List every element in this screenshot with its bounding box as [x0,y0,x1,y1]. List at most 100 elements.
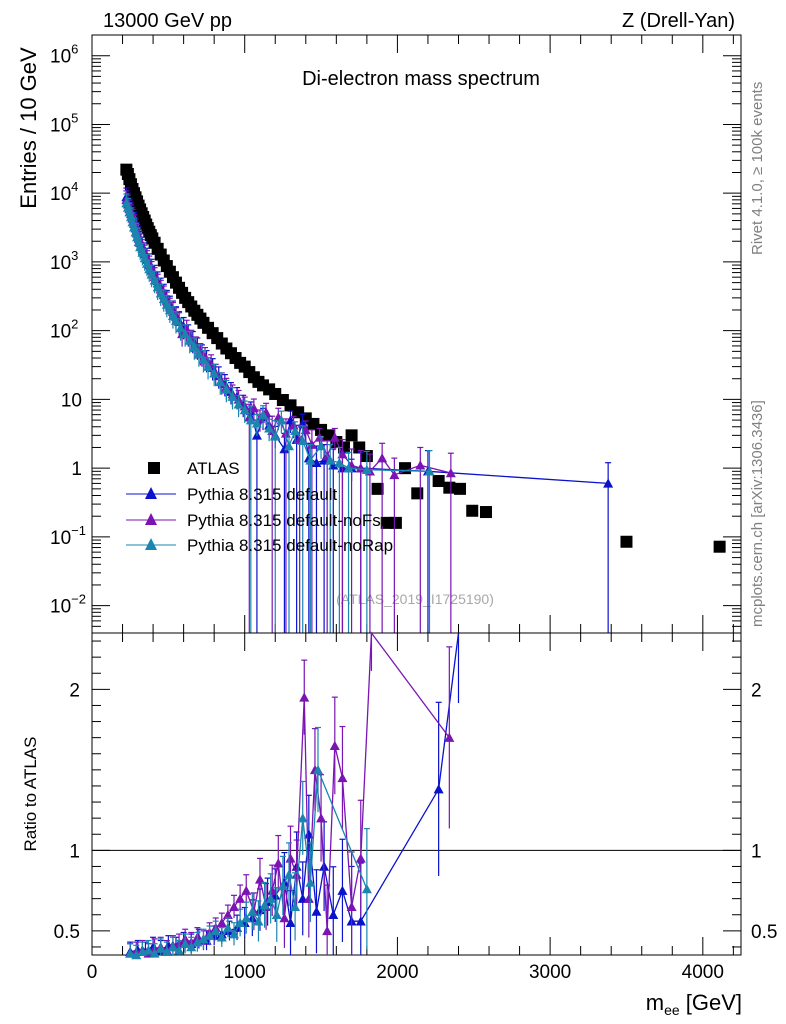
main-y-tick-label: 102 [50,317,78,343]
ratio-x-tick-label: 1000 [224,962,266,983]
main-y-tick-label-base: 10 [50,597,71,618]
data-point-noRap [305,455,316,465]
data-point-noRap [424,466,435,476]
ratio-point-default [433,784,444,794]
data-point-noRap [334,457,345,467]
ratio-point-noRap [192,937,203,947]
ratio-point-noFsr [316,813,327,823]
data-point-atlas [713,540,726,553]
data-point-noRap [193,348,204,359]
analysis-watermark: (ATLAS_2019_I1725190) [336,591,494,607]
ratio-point-noRap [241,912,252,923]
series-line-default [125,196,609,485]
ratio-y-tick-label-left: 1 [69,841,80,862]
ratio-point-default [328,909,339,919]
ratio-point-noRap [143,945,154,955]
data-point-noRap [189,341,200,352]
ratio-point-noRap [297,813,308,823]
data-point-atlas [380,516,393,529]
ratio-point-noRap [186,941,197,952]
legend-norap-marker [145,538,157,550]
series-line-noRap [125,202,430,472]
ratio-series-noFsr [125,631,455,958]
ratio-point-noRap [253,916,264,926]
ratio-point-default [311,906,322,916]
ratio-point-noRap [210,925,221,936]
ratio-point-noFsr [229,901,240,911]
ratio-point-noRap [277,880,288,891]
data-point-noRap [227,391,238,401]
data-point-noFsr [415,460,426,470]
data-point-noRap [290,425,301,436]
main-y-tick-label: 10 [61,390,82,411]
data-point-noFsr [445,468,456,478]
ratio-point-noFsr [241,885,252,895]
ratio-point-noFsr [299,692,310,702]
ratio-y-tick-label-right: 1 [751,841,762,862]
x-axis-label-subscript: ee [664,1002,680,1018]
ratio-point-noRap [155,943,166,953]
data-point-noRap [283,441,294,451]
ratio-x-tick-labels: 0 1000 2000 3000 4000 [87,962,724,983]
data-point-atlas [466,504,479,517]
main-y-tick-label-base: 10 [50,253,71,274]
main-y-tick-label-exp: 3 [71,248,78,263]
main-y-tick-label: 103 [50,248,78,274]
data-point-noRap [325,455,336,465]
legend-default-marker [145,487,157,499]
ratio-point-noFsr [329,740,340,750]
data-point-atlas [620,535,633,548]
ratio-point-noRap [229,929,240,939]
data-point-atlas [443,481,456,494]
main-y-tick-label-base: 10 [50,322,71,343]
legend-nofsr-label: Pythia 8.315 default-noFsr [187,511,387,530]
ratio-panel: 0.5 0.5 1 1 2 2 0 1000 2000 3000 4000 Ratio to AT… [21,631,777,1018]
main-y-tick-label-base: 10 [50,528,71,549]
ratio-point-noFsr [337,772,348,783]
ratio-point-noFsr [291,869,302,879]
ratio-point-noFsr [279,912,290,923]
main-y-tick-label: 10−2 [50,592,86,618]
main-title: Di-electron mass spectrum [302,68,540,90]
main-y-tick-label-base: 10 [50,47,71,68]
data-point-noFsr [377,453,388,463]
legend-norap-label: Pythia 8.315 default-noRap [187,536,393,555]
main-y-tick-label: 105 [50,110,78,136]
ratio-point-noRap [180,938,191,948]
rivet-label: Rivet 4.1.0, ≥ 100k events [749,82,766,255]
ratio-point-noRap [222,922,233,932]
data-point-noRap [198,354,209,364]
ratio-point-noFsr [346,901,357,911]
data-point-noRap [239,405,250,415]
data-point-atlas [454,482,467,495]
main-y-tick-label-exp: 6 [71,42,78,57]
ratio-point-default [337,885,348,895]
main-y-tick-label: 1 [71,459,82,480]
data-point-noRap [270,431,281,441]
data-point-noRap [245,415,256,425]
data-point-noRap [184,335,195,345]
data-point-noRap [297,435,308,446]
ratio-y-tick-label-right: 2 [751,680,762,701]
data-point-noRap [203,361,214,371]
legend: ATLAS Pythia 8.315 default Pythia 8.315 … [126,459,393,555]
main-y-tick-label-exp: 4 [71,179,78,194]
main-y-tick-label-base: 10 [50,115,71,136]
data-point-atlas [479,506,492,519]
ratio-line-noFsr [130,631,450,955]
data-point-default [603,478,614,488]
ratio-line-noRap [130,769,368,956]
ratio-series-noRap [125,726,372,960]
ratio-point-noRap [235,917,246,928]
ratio-point-noRap [271,909,282,919]
legend-nofsr-marker [145,513,157,525]
ratio-point-noFsr [303,893,314,903]
data-point-noRap [233,399,244,409]
ratio-x-tick-label: 3000 [529,962,571,983]
ratio-point-noRap [290,901,301,911]
ratio-point-noFsr [267,885,278,895]
main-y-tick-label-exp: 2 [71,317,78,332]
ratio-axis-ticks [91,633,741,955]
